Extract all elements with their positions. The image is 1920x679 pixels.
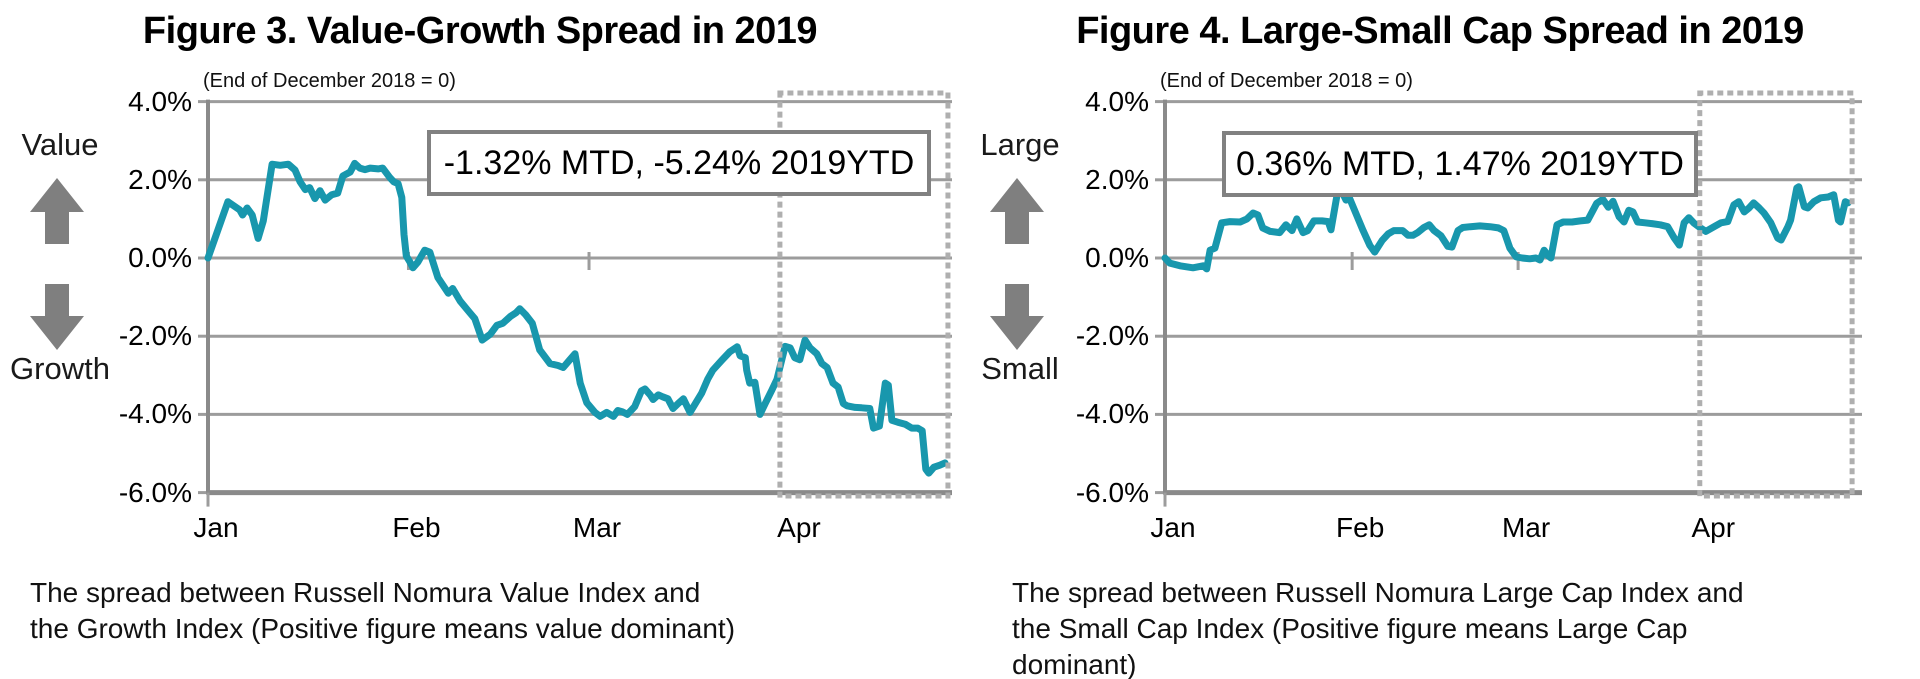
y-axis-tick-label: -2.0% — [1075, 320, 1149, 352]
x-axis-tick-label: Apr — [1691, 512, 1736, 543]
figure-4-large-small-chart: Figure 4. Large-Small Cap Spread in 2019… — [960, 0, 1920, 679]
figure-4-title: Figure 4. Large-Small Cap Spread in 2019 — [1076, 10, 1804, 52]
y-axis-tick-label: 2.0% — [1085, 163, 1149, 195]
y-axis-tick-label: -4.0% — [1075, 398, 1149, 430]
figure-4-upper-axis-label: Large — [980, 127, 1060, 162]
y-axis-tick-label: -6.0% — [118, 476, 192, 508]
y-axis-tick-label: 4.0% — [1085, 85, 1149, 117]
figure-3-caption: The spread between Russell Nomura Value … — [30, 577, 736, 644]
figure-3-value-growth-chart: Figure 3. Value-Growth Spread in 2019 (E… — [10, 10, 952, 644]
y-axis-tick-label: 2.0% — [128, 163, 192, 195]
figure-4-annotation-text: 0.36% MTD, 1.47% 2019YTD — [1236, 144, 1684, 183]
figure-3-upper-axis-label: Value — [21, 127, 99, 162]
figure-3-title: Figure 3. Value-Growth Spread in 2019 — [142, 10, 818, 52]
x-axis-tick-label: Mar — [572, 512, 622, 543]
x-axis-tick-label: Apr — [777, 512, 821, 543]
figure-4-annotation-box: 0.36% MTD, 1.47% 2019YTD — [1222, 131, 1698, 197]
figure-3-plot — [30, 90, 952, 507]
figure-3-annotation-box: -1.32% MTD, -5.24% 2019YTD — [427, 130, 931, 196]
figure-3-subtitle: (End of December 2018 = 0) — [203, 70, 456, 92]
figure-3-annotation-text: -1.32% MTD, -5.24% 2019YTD — [443, 143, 915, 182]
y-axis-tick-label: -4.0% — [118, 398, 192, 430]
figure-4-caption: The spread between Russell Nomura Large … — [1012, 577, 1744, 679]
figure-4-lower-axis-label: Small — [981, 351, 1059, 386]
figure-4-subtitle: (End of December 2018 = 0) — [1160, 70, 1413, 92]
y-axis-tick-label: -6.0% — [1075, 476, 1149, 508]
x-axis-tick-label: Feb — [392, 512, 441, 543]
y-axis-tick-label: 4.0% — [128, 85, 192, 117]
figure-3-lower-axis-label: Growth — [10, 351, 110, 386]
x-axis-tick-label: Jan — [1150, 512, 1196, 543]
y-axis-tick-label: 0.0% — [128, 242, 192, 273]
y-axis-tick-label: 0.0% — [1085, 242, 1149, 273]
x-axis-tick-label: Mar — [1501, 512, 1551, 543]
x-axis-tick-label: Feb — [1336, 512, 1385, 543]
y-axis-tick-label: -2.0% — [118, 320, 192, 352]
x-axis-tick-label: Jan — [193, 512, 239, 543]
